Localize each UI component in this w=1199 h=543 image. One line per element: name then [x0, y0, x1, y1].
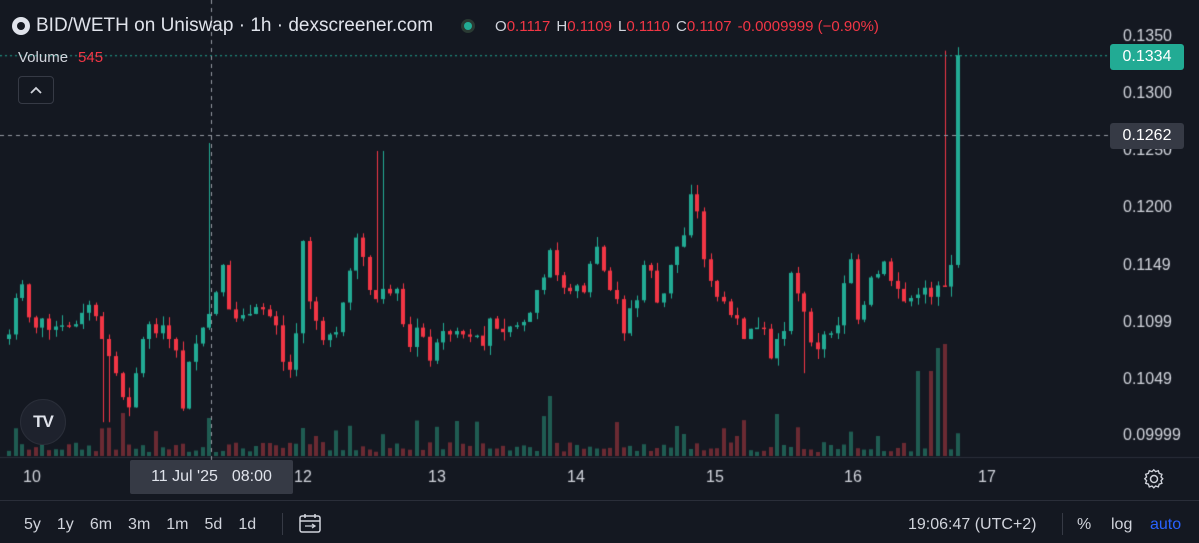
- volume-value: 545: [78, 49, 104, 66]
- volume-label: Volume: [18, 49, 69, 66]
- pair-title: BID/WETH on Uniswap · 1h · dexscreener.c…: [36, 15, 434, 36]
- open-key: O: [495, 17, 507, 35]
- high-key: H: [556, 17, 568, 35]
- open-value: 0.1117: [506, 17, 551, 35]
- log-scale-toggle[interactable]: log: [1111, 516, 1133, 533]
- crosshair-date: 11 Jul '25: [151, 468, 218, 485]
- crosshair-time-tag: 11 Jul '25 08:00: [130, 460, 293, 494]
- calendar-range-icon[interactable]: [299, 513, 321, 533]
- low-value: 0.1110: [626, 17, 670, 35]
- collapse-legend-button[interactable]: [18, 76, 54, 104]
- crosshair-time: 08:00: [231, 468, 272, 485]
- percent-scale-toggle[interactable]: %: [1077, 516, 1092, 533]
- price-chart-canvas[interactable]: [0, 0, 1199, 500]
- timeframe-6m-button[interactable]: 6m: [89, 516, 113, 533]
- timeframe-1y-button[interactable]: 1y: [56, 516, 74, 533]
- close-value: 0.1107: [686, 17, 732, 35]
- gear-icon[interactable]: [1143, 468, 1165, 490]
- volume-legend: Volume 545: [18, 49, 103, 66]
- timeframe-5d-button[interactable]: 5d: [204, 516, 223, 533]
- high-value: 0.1109: [567, 17, 612, 35]
- low-key: L: [617, 17, 627, 35]
- close-key: C: [675, 17, 687, 35]
- change-value: -0.0009999 (−0.90%): [737, 17, 879, 35]
- toolbar-divider: [282, 513, 283, 535]
- utc-clock[interactable]: 19:06:47 (UTC+2): [908, 516, 1037, 533]
- last-price-tag: 0.1334: [1110, 44, 1184, 70]
- timeframe-1m-button[interactable]: 1m: [166, 516, 189, 533]
- timeframe-1d-button[interactable]: 1d: [238, 516, 257, 533]
- dexscreener-logo-icon: [12, 17, 30, 35]
- bottom-toolbar: 5y 1y 6m 3m 1m 5d 1d 19:06:47 (UTC+2) % …: [0, 500, 1199, 543]
- crosshair-price-tag: 0.1262: [1110, 123, 1184, 149]
- tradingview-logo-icon[interactable]: TV: [20, 399, 66, 445]
- chevron-up-icon: [30, 86, 42, 94]
- timeframe-5y-button[interactable]: 5y: [24, 516, 41, 533]
- ohlc-readout: O0.1117 H0.1109 L0.1110 C0.1107 -0.00099…: [495, 18, 879, 35]
- auto-scale-toggle[interactable]: auto: [1150, 516, 1182, 533]
- toolbar-divider: [1062, 513, 1063, 535]
- market-status-icon[interactable]: [461, 19, 476, 33]
- chart-header: BID/WETH on Uniswap · 1h · dexscreener.c…: [12, 14, 879, 38]
- timeframe-3m-button[interactable]: 3m: [128, 516, 151, 533]
- timeframe-buttons: 5y 1y 6m 3m 1m 5d 1d: [24, 516, 256, 534]
